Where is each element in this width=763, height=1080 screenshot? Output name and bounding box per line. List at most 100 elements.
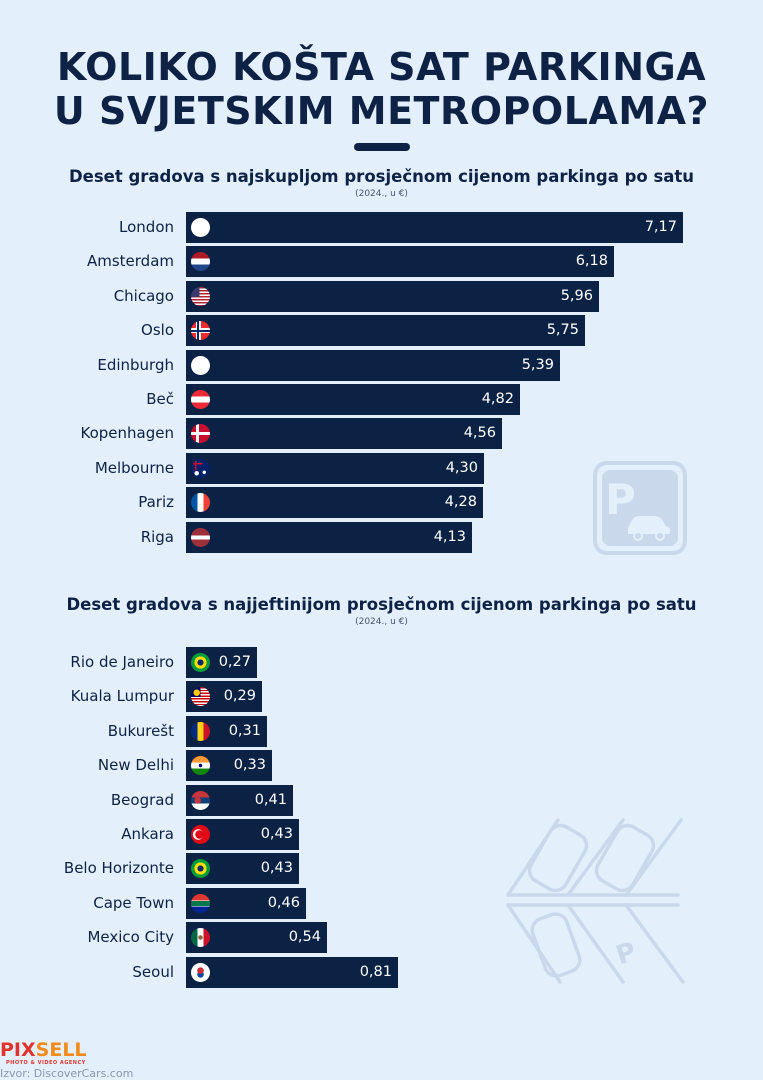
city-label: Beograd bbox=[110, 790, 174, 809]
flag-fr-icon bbox=[191, 493, 210, 513]
bar-row: Beč 4,82 bbox=[0, 384, 763, 415]
flag-rs-icon bbox=[191, 790, 210, 810]
bar: 7,17 bbox=[186, 212, 683, 243]
value-label: 7,17 bbox=[644, 219, 677, 235]
title-line-2: U SVJETSKIM METROPOLAMA? bbox=[53, 89, 710, 133]
chart2-subtitle: (2024., u €) bbox=[355, 617, 408, 627]
city-label: Amsterdam bbox=[86, 252, 174, 271]
flag-tr-icon bbox=[191, 825, 210, 844]
value-label: 0,27 bbox=[218, 654, 251, 670]
city-label: Chicago bbox=[113, 286, 174, 305]
parking-sign-icon: P bbox=[593, 461, 687, 555]
bar: 0,27 bbox=[186, 647, 257, 678]
value-label: 5,96 bbox=[560, 287, 593, 304]
value-label: 0,41 bbox=[254, 791, 287, 808]
flag-br-icon bbox=[191, 859, 210, 879]
value-label: 4,30 bbox=[445, 459, 478, 476]
svg-text:P: P bbox=[605, 475, 636, 524]
value-label: 0,33 bbox=[233, 757, 266, 774]
bar: 5,75 bbox=[186, 315, 585, 347]
value-label: 4,82 bbox=[481, 391, 514, 407]
city-label: Mexico City bbox=[87, 928, 174, 947]
flag-au-icon bbox=[191, 458, 210, 478]
bar: 0,43 bbox=[186, 853, 299, 885]
bar: 0,46 bbox=[186, 887, 306, 919]
city-label: Kopenhagen bbox=[80, 424, 174, 443]
bar-row: Amsterdam 6,18 bbox=[0, 246, 763, 278]
value-label: 4,28 bbox=[444, 494, 477, 511]
flag-nl-icon bbox=[191, 252, 210, 272]
value-label: 5,75 bbox=[546, 322, 579, 339]
pixsell-logo: PIXSELL bbox=[0, 1040, 87, 1060]
bar-row: Bukurešt 0,31 bbox=[0, 715, 763, 747]
city-label: Ankara bbox=[121, 825, 174, 843]
city-label: Rio de Janeiro bbox=[70, 653, 174, 671]
bar: 0,43 bbox=[186, 819, 299, 850]
bar: 5,96 bbox=[186, 280, 599, 312]
city-label: Bukurešt bbox=[107, 721, 174, 740]
value-label: 4,56 bbox=[463, 425, 496, 442]
bar: 4,82 bbox=[186, 384, 520, 415]
source-note: Izvor: DiscoverCars.com bbox=[0, 1067, 134, 1080]
flag-gb-icon bbox=[191, 218, 210, 237]
bar: 4,13 bbox=[186, 521, 472, 553]
city-label: New Delhi bbox=[97, 756, 174, 775]
bar-row: Ankara 0,43 bbox=[0, 819, 763, 850]
bar-row: Rio de Janeiro 0,27 bbox=[0, 647, 763, 678]
city-label: Belo Horizonte bbox=[63, 859, 174, 878]
flag-za-icon bbox=[191, 893, 210, 913]
city-label: Cape Town bbox=[93, 893, 174, 912]
value-label: 0,81 bbox=[359, 963, 392, 980]
city-label: London bbox=[119, 218, 174, 236]
title-divider bbox=[354, 143, 410, 151]
flag-in-icon bbox=[191, 756, 210, 776]
bar-row: Kuala Lumpur 0,29 bbox=[0, 681, 763, 713]
bar-row: Kopenhagen 4,56 bbox=[0, 418, 763, 450]
page-title: KOLIKO KOŠTA SAT PARKINGA U SVJETSKIM ME… bbox=[0, 45, 763, 133]
logo-tagline: PHOTO & VIDEO AGENCY bbox=[6, 1060, 86, 1066]
flag-no-icon bbox=[191, 321, 210, 341]
flag-ro-icon bbox=[191, 721, 210, 741]
flag-gb-icon bbox=[191, 355, 210, 375]
logo-sell: SELL bbox=[35, 1039, 87, 1061]
bar-row: Mexico City 0,54 bbox=[0, 922, 763, 954]
value-label: 0,43 bbox=[260, 860, 293, 877]
bar-row: Cape Town 0,46 bbox=[0, 887, 763, 919]
bar: 4,30 bbox=[186, 452, 484, 484]
bar: 0,31 bbox=[186, 715, 267, 747]
bar: 0,81 bbox=[186, 956, 398, 988]
chart1-title: Deset gradova s najskupljom prosječnom c… bbox=[68, 167, 695, 186]
bar-row: Seoul 0,81 bbox=[0, 956, 763, 988]
value-label: 5,39 bbox=[521, 356, 554, 373]
flag-us-icon bbox=[191, 286, 210, 306]
bar-row: Riga 4,13 bbox=[0, 521, 763, 553]
city-label: Kuala Lumpur bbox=[70, 687, 174, 706]
bar-row: Beograd 0,41 bbox=[0, 784, 763, 816]
title-line-1: KOLIKO KOŠTA SAT PARKINGA bbox=[56, 45, 707, 89]
bar-row: Edinburgh 5,39 bbox=[0, 349, 763, 381]
city-label: Edinburgh bbox=[97, 355, 174, 374]
bar: 0,54 bbox=[186, 922, 327, 954]
city-label: Seoul bbox=[132, 962, 174, 981]
parking-lot-icon: P bbox=[506, 818, 685, 984]
flag-lv-icon bbox=[191, 527, 210, 547]
bar: 4,56 bbox=[186, 418, 502, 450]
logo-pix: PIX bbox=[0, 1039, 36, 1061]
flag-at-icon bbox=[191, 390, 210, 409]
value-label: 0,31 bbox=[228, 722, 261, 739]
bar-row: Belo Horizonte 0,43 bbox=[0, 853, 763, 885]
value-label: 0,46 bbox=[267, 894, 300, 911]
svg-text:P: P bbox=[612, 937, 639, 971]
flag-dk-icon bbox=[191, 424, 210, 444]
value-label: 0,54 bbox=[288, 929, 321, 946]
chart2-title: Deset gradova s najjeftinijom prosječnom… bbox=[66, 595, 697, 614]
flag-br-icon bbox=[191, 653, 210, 672]
bar-row: Melbourne 4,30 bbox=[0, 452, 763, 484]
bar: 5,39 bbox=[186, 349, 560, 381]
bar-row: Pariz 4,28 bbox=[0, 487, 763, 519]
bar-row: New Delhi 0,33 bbox=[0, 750, 763, 782]
chart1-subtitle: (2024., u €) bbox=[355, 189, 408, 199]
value-label: 0,29 bbox=[223, 688, 256, 705]
bar: 0,41 bbox=[186, 784, 293, 816]
city-label: Oslo bbox=[141, 321, 174, 340]
